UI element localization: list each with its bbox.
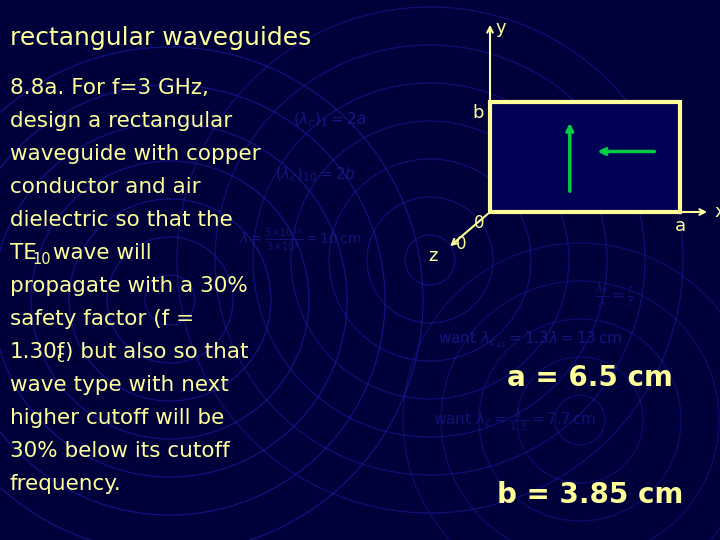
Text: $(\lambda_c)_{10} = 2b$: $(\lambda_c)_{10} = 2b$ xyxy=(274,166,356,184)
Text: ) but also so that: ) but also so that xyxy=(65,342,248,362)
Text: 1.30f: 1.30f xyxy=(10,342,66,362)
Text: safety factor (f =: safety factor (f = xyxy=(10,309,194,329)
Text: propagate with a 30%: propagate with a 30% xyxy=(10,276,248,296)
Text: z: z xyxy=(428,247,438,265)
Text: wave type with next: wave type with next xyxy=(10,375,229,395)
Text: design a rectangular: design a rectangular xyxy=(10,111,233,131)
Text: 10: 10 xyxy=(32,252,50,267)
Text: $\frac{\lambda_0}{\lambda} = \frac{f}{f}$: $\frac{\lambda_0}{\lambda} = \frac{f}{f}… xyxy=(595,281,635,309)
Text: $\lambda = \frac{3\!\times\!10^{10}}{3\!\times\!10^9} = 10\,\mathrm{cm}$: $\lambda = \frac{3\!\times\!10^{10}}{3\!… xyxy=(238,227,361,253)
Text: higher cutoff will be: higher cutoff will be xyxy=(10,408,224,428)
Text: b: b xyxy=(472,104,484,122)
Text: $(\lambda_c)_1 = 2a$: $(\lambda_c)_1 = 2a$ xyxy=(293,111,366,129)
Text: dielectric so that the: dielectric so that the xyxy=(10,210,233,230)
Text: y: y xyxy=(496,19,507,37)
Text: waveguide with copper: waveguide with copper xyxy=(10,144,261,164)
Text: want $\lambda_{c_{10}} = 1.3\lambda = 13\,\mathrm{cm}$: want $\lambda_{c_{10}} = 1.3\lambda = 13… xyxy=(438,330,622,350)
Text: conductor and air: conductor and air xyxy=(10,177,201,197)
Text: rectangular waveguides: rectangular waveguides xyxy=(10,26,311,50)
Text: c: c xyxy=(56,350,64,366)
Text: 8.8a. For f=3 GHz,: 8.8a. For f=3 GHz, xyxy=(10,78,209,98)
Text: 30% below its cutoff: 30% below its cutoff xyxy=(10,441,230,461)
Text: wave will: wave will xyxy=(46,243,152,263)
Text: b = 3.85 cm: b = 3.85 cm xyxy=(497,481,683,509)
Text: 0: 0 xyxy=(456,235,467,253)
Text: frequency.: frequency. xyxy=(10,474,122,494)
Text: 0: 0 xyxy=(474,214,484,232)
Text: x: x xyxy=(714,203,720,221)
Text: a = 6.5 cm: a = 6.5 cm xyxy=(507,364,673,392)
Text: a: a xyxy=(675,217,685,235)
Text: TE: TE xyxy=(10,243,37,263)
Text: want $\lambda_c = \frac{\lambda}{1.3} = 7.7\,\mathrm{cm}$: want $\lambda_c = \frac{\lambda}{1.3} = … xyxy=(433,407,597,433)
Bar xyxy=(490,102,680,212)
